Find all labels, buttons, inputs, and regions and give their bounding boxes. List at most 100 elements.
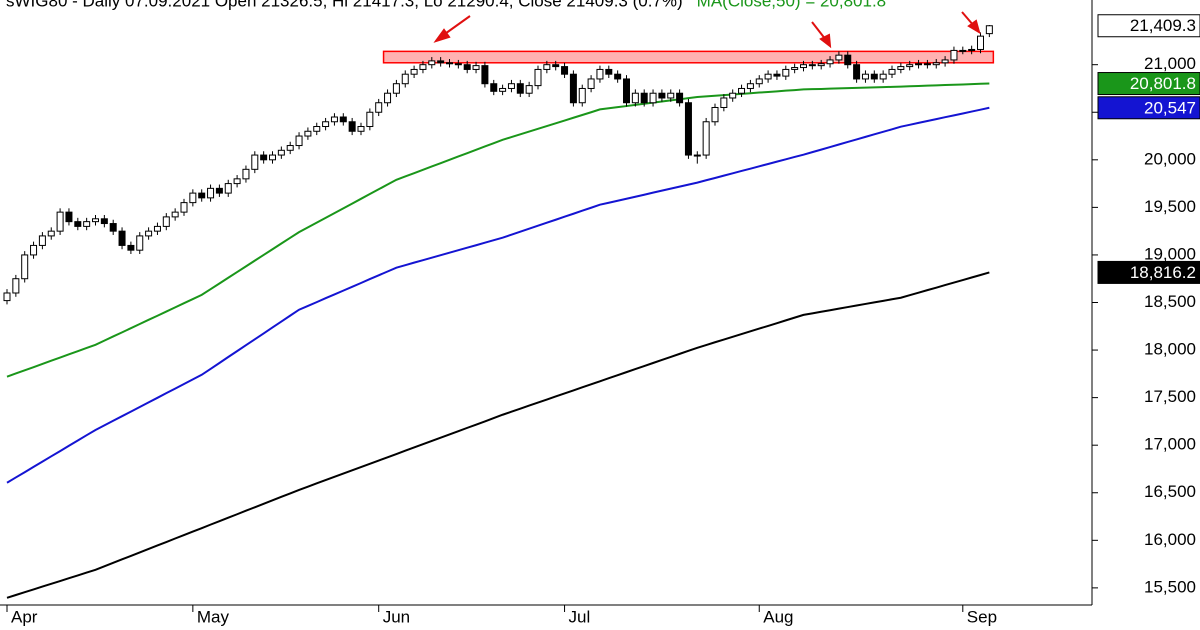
last-value-box — [1097, 72, 1200, 96]
candle-body — [437, 60, 445, 64]
y-tick-label: 15,500 — [1144, 577, 1196, 596]
y-tick-label: 20,000 — [1144, 149, 1196, 168]
candle-body — [853, 64, 861, 80]
y-tick-label: 17,500 — [1144, 387, 1196, 406]
chart-title: sWIG80 - Daily 07.09.2021 Open 21326.5, … — [6, 0, 683, 10]
candle-body — [419, 64, 427, 70]
candle-body — [755, 78, 763, 85]
candle-body — [446, 62, 453, 65]
candle-body — [83, 221, 91, 227]
candle-body — [375, 102, 383, 113]
candle-body — [109, 223, 117, 232]
candle-body — [242, 168, 250, 180]
candle-body — [826, 59, 834, 65]
candle-body — [605, 68, 613, 75]
candle-body — [631, 92, 639, 104]
candle-body — [870, 73, 878, 80]
last-value-label: 18,816.2 — [1130, 263, 1196, 282]
candle-body — [676, 92, 684, 104]
candle-body — [507, 83, 515, 89]
candle-body — [330, 116, 338, 123]
candle-body — [127, 244, 135, 251]
last-value-box — [1097, 96, 1200, 120]
candle-body — [490, 83, 498, 92]
candle-body — [977, 35, 984, 50]
candle-body — [339, 116, 347, 123]
x-tick-label: Sep — [967, 607, 997, 626]
candle-body — [357, 126, 365, 132]
candle-body — [366, 111, 374, 128]
y-tick-label: 16,500 — [1144, 482, 1196, 501]
y-tick-label: 18,500 — [1144, 292, 1196, 311]
y-tick-label: 16,000 — [1144, 530, 1196, 549]
candle-body — [800, 64, 807, 69]
y-tick-label: 18,000 — [1144, 340, 1196, 359]
candle-body — [454, 63, 462, 66]
candle-body — [897, 66, 905, 70]
candle-body — [729, 92, 737, 99]
x-tick-label: Aug — [763, 607, 793, 626]
candle-body — [428, 60, 436, 66]
candle-body — [649, 92, 657, 104]
candle-body — [277, 149, 285, 156]
candle-body — [145, 230, 153, 237]
candle-body — [941, 59, 949, 64]
candle-body — [959, 49, 967, 52]
candle-body — [587, 78, 595, 89]
candle-body — [295, 135, 303, 147]
candle-body — [738, 87, 746, 94]
candle-body — [516, 83, 524, 94]
candle-body — [118, 230, 126, 246]
x-tick-label: Jul — [569, 607, 591, 626]
candle-body — [879, 73, 887, 80]
candle-body — [410, 68, 418, 75]
arrow-head — [967, 19, 981, 35]
candle-body — [322, 121, 330, 128]
candle-body — [3, 292, 11, 302]
candle-body — [808, 64, 816, 67]
y-tick-label: 17,000 — [1144, 435, 1196, 454]
candle-body — [906, 64, 914, 68]
candle-body — [499, 87, 507, 92]
candle-body — [481, 65, 489, 85]
candle-body — [21, 254, 29, 280]
candle-body — [286, 145, 294, 151]
x-tick-label: Apr — [11, 607, 38, 626]
candle-body — [162, 216, 170, 227]
candle-body — [923, 63, 931, 66]
candle-body — [861, 73, 869, 80]
candle-body — [569, 73, 577, 104]
plot-area — [3, 24, 995, 599]
candle-body — [534, 68, 542, 87]
candle-body — [764, 73, 772, 80]
candle-body — [260, 154, 268, 161]
candle-body — [525, 85, 533, 94]
candle-body — [269, 154, 276, 161]
annotation-arrows — [433, 11, 981, 49]
candle-body — [47, 230, 55, 237]
candle-body — [30, 244, 38, 256]
candle-body — [985, 25, 993, 35]
candle-body — [640, 92, 648, 104]
candle-body — [773, 73, 781, 77]
candle-body — [720, 97, 728, 108]
candle-body — [215, 187, 223, 194]
candle-body — [623, 78, 630, 104]
candle-body — [915, 63, 923, 66]
resistance-zone — [382, 50, 995, 64]
candle-body — [844, 54, 852, 66]
candle-body — [693, 154, 701, 157]
candle-body — [552, 64, 560, 68]
ma-line — [6, 271, 990, 599]
candle-body — [791, 67, 799, 70]
y-tick-label: 19,500 — [1144, 197, 1196, 216]
candle-body — [224, 183, 232, 194]
candle-body — [614, 73, 622, 80]
candle-body — [950, 49, 958, 61]
candle-body — [233, 178, 241, 185]
candle-body — [198, 192, 206, 199]
arrow-head — [433, 28, 451, 43]
candle-body — [817, 63, 825, 67]
ma-line — [6, 106, 990, 484]
